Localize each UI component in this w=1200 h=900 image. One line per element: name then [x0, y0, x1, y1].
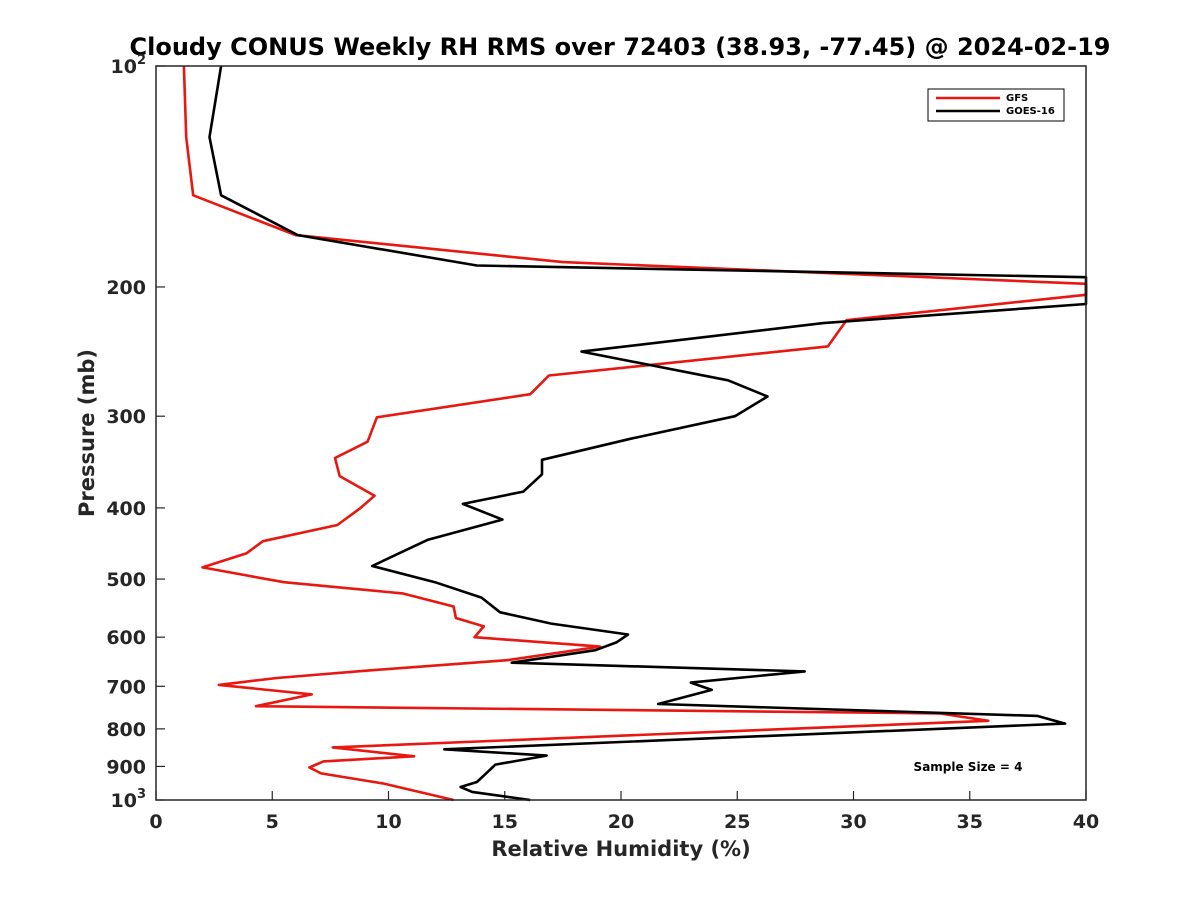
series-line-gfs [182, 65, 1088, 802]
series-line-goes16 [208, 65, 1088, 802]
x-axis-label: Relative Humidity (%) [491, 837, 750, 861]
x-tick-label: 5 [266, 811, 279, 833]
y-axis-ticks: 102 200 300 400 500 600 700 800 900 103 [106, 53, 165, 812]
y-tick-label: 400 [106, 498, 146, 520]
x-tick-label: 30 [840, 811, 866, 833]
x-tick-label: 35 [957, 811, 983, 833]
y-axis-label: Pressure (mb) [75, 349, 99, 517]
y-tick-label: 102 [111, 53, 147, 78]
chart-title: Cloudy CONUS Weekly RH RMS over 72403 (3… [130, 33, 1111, 61]
x-tick-label: 0 [149, 811, 162, 833]
legend-entry-gfs: GFS [1006, 93, 1028, 104]
y-tick-label: 103 [111, 787, 147, 812]
y-tick-label: 200 [106, 277, 146, 299]
x-tick-label: 15 [492, 811, 518, 833]
x-axis-ticks: 0 5 10 15 20 25 30 35 40 [149, 791, 1099, 833]
y-tick-label: 500 [106, 569, 146, 591]
series-layer [182, 65, 1088, 802]
x-tick-label: 40 [1073, 811, 1099, 833]
y-tick-label: 300 [106, 406, 146, 428]
legend-box [927, 88, 1065, 122]
y-tick-label: 800 [106, 719, 146, 741]
x-tick-label: 20 [608, 811, 634, 833]
y-tick-label: 600 [106, 627, 146, 649]
legend-entry-goes16: GOES-16 [1006, 106, 1055, 117]
y-tick-label: 900 [106, 756, 146, 778]
legend: GFS GOES-16 [927, 88, 1065, 122]
x-tick-label: 25 [724, 811, 750, 833]
plot-frame [155, 65, 1087, 801]
x-tick-label: 10 [375, 811, 401, 833]
y-tick-label: 700 [106, 676, 146, 698]
sample-size-annotation: Sample Size = 4 [914, 760, 1023, 774]
